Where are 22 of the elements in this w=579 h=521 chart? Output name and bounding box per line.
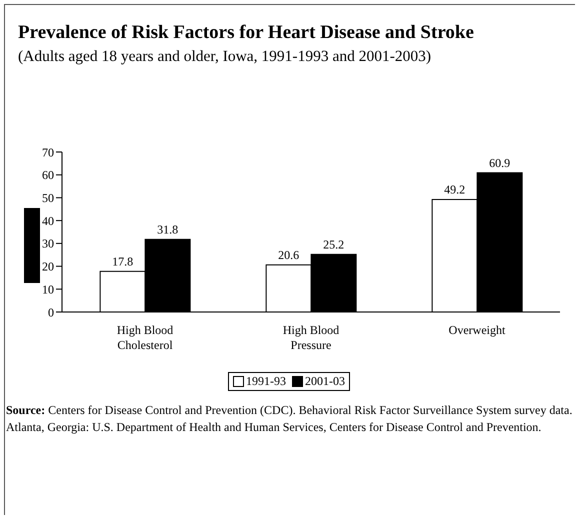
y-tick-label: 60 <box>42 168 54 182</box>
y-tick-label: 30 <box>42 236 54 251</box>
y-tick-label: 20 <box>42 260 54 274</box>
y-tick-label: 50 <box>42 190 54 205</box>
data-label: 49.2 <box>444 182 466 197</box>
y-tick-label: 0 <box>48 305 54 320</box>
data-label: 20.6 <box>278 248 300 262</box>
y-tick-label: 40 <box>42 214 54 228</box>
data-label: 60.9 <box>489 156 510 170</box>
data-label: 17.8 <box>112 254 134 268</box>
y-tick-label: 70 <box>42 145 54 160</box>
data-label: 25.2 <box>323 237 344 252</box>
legend-label: 1991-93 <box>245 374 286 389</box>
x-tick-label: High Blood Cholesterol <box>116 323 174 352</box>
legend-label: 2001-03 <box>304 374 345 389</box>
chart-subtitle: (Adults aged 18 years and older, Iowa, 1991-1993 and 2001-2003) <box>18 48 432 66</box>
chart-title: Prevalence of Risk Factors for Heart Disease and Stroke <box>18 22 474 44</box>
source-note: Source: Centers for Disease Control and Prevention (CDC). Behavioral Risk Factor Surveillance System survey data. Atlanta, Georgia: U.S. Department of Health and Human Services, Centers for Disease Control and Prevention. <box>6 402 574 436</box>
data-label: 31.8 <box>157 222 178 236</box>
x-tick-label: High Blood Pressure <box>282 323 340 352</box>
x-tick-label: Overweight <box>448 323 506 337</box>
y-tick-label: 10 <box>42 282 54 296</box>
